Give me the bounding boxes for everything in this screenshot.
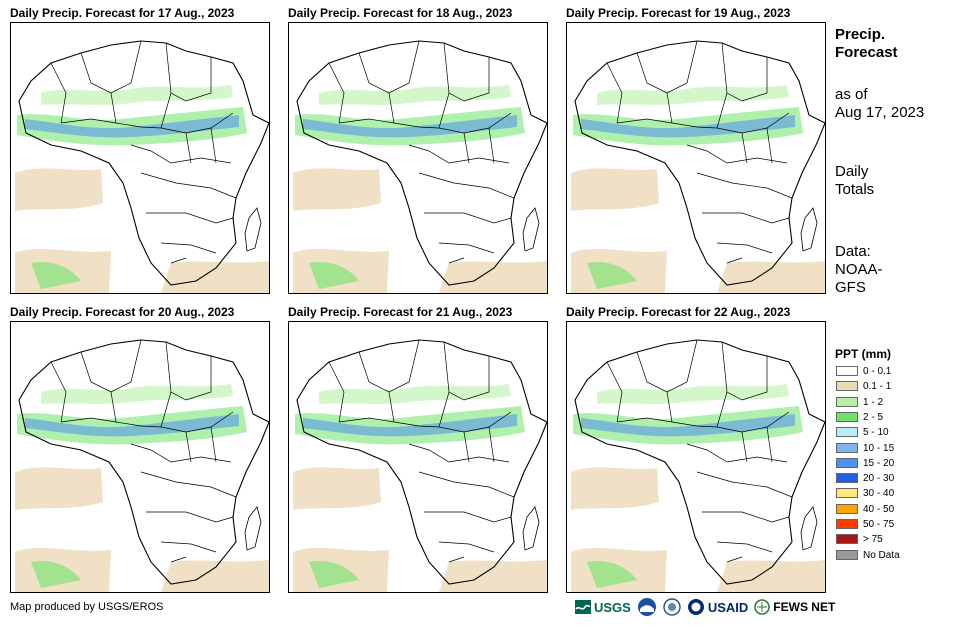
totals-line2: Totals: [835, 181, 875, 198]
legend-swatch: [836, 427, 858, 438]
as-of-date: as of Aug 17, 2023: [835, 86, 960, 122]
doi-seal-icon: [663, 598, 681, 616]
legend-item: No Data: [836, 549, 900, 561]
panel-title: Daily Precip. Forecast for 20 Aug., 2023: [10, 305, 235, 319]
precip-map: [566, 321, 826, 593]
legend-item: 30 - 40: [836, 488, 894, 499]
forecast-panel-2: Daily Precip. Forecast for 18 Aug., 2023: [288, 6, 548, 296]
precip-map: [566, 22, 826, 294]
legend-swatch: [836, 488, 858, 499]
usgs-text: USGS: [594, 599, 631, 615]
legend-item: 1 - 2: [836, 396, 884, 408]
fewsnet-logo: FEWS NET: [754, 599, 835, 615]
legend-item: 15 - 20: [836, 457, 895, 469]
data-line3: GFS: [835, 279, 866, 296]
legend-item: 40 - 50: [836, 503, 895, 515]
legend-label: No Data: [863, 549, 900, 561]
panel-title: Daily Precip. Forecast for 19 Aug., 2023: [566, 6, 791, 20]
legend-swatch: [836, 366, 858, 376]
as-of-label: as of: [835, 86, 868, 103]
forecast-panel-6: Daily Precip. Forecast for 22 Aug., 2023: [566, 305, 826, 595]
legend-label: 10 - 15: [863, 442, 895, 454]
legend-item: 2 - 5: [836, 411, 884, 423]
as-of-value: Aug 17, 2023: [835, 104, 925, 121]
legend-item: 0 - 0.1: [836, 366, 891, 377]
logos: USGS USAID FEWS NET: [575, 595, 835, 619]
noaa-icon: [637, 598, 656, 616]
legend-swatch: [836, 473, 858, 484]
forecast-panel-3: Daily Precip. Forecast for 19 Aug., 2023: [566, 6, 826, 296]
fewsnet-text: FEWS NET: [773, 600, 836, 614]
side-heading-line1: Precip.: [835, 26, 886, 43]
usgs-logo: USGS: [575, 600, 631, 615]
legend-label: 30 - 40: [863, 488, 895, 500]
forecast-panel-1: Daily Precip. Forecast for 17 Aug., 2023: [10, 6, 270, 296]
totals-note: Daily Totals: [835, 163, 960, 199]
legend-label: 5 - 10: [863, 427, 889, 439]
legend-swatch: [836, 457, 858, 468]
legend-label: 2 - 5: [863, 411, 884, 423]
doi-logo: [663, 598, 681, 616]
legend-item: 0.1 - 1: [836, 381, 891, 392]
legend-label: 0 - 0.1: [863, 366, 892, 377]
legend-item: 5 - 10: [836, 427, 889, 438]
forecast-panel-5: Daily Precip. Forecast for 21 Aug., 2023: [288, 305, 548, 595]
fewsnet-globe-icon: [754, 599, 771, 615]
side-heading-line2: Forecast: [835, 44, 898, 61]
legend-label: 50 - 75: [863, 519, 895, 530]
usaid-logo: USAID: [687, 598, 748, 616]
legend-item: > 75: [836, 534, 883, 545]
precip-map: [10, 22, 270, 294]
legend-item: 50 - 75: [836, 519, 894, 530]
legend-label: 15 - 20: [863, 457, 895, 469]
legend-label: 1 - 2: [863, 396, 884, 408]
legend-item: 20 - 30: [836, 473, 894, 484]
legend-swatch: [836, 503, 858, 514]
legend-title: PPT (mm): [835, 347, 892, 361]
credit: Map produced by USGS/EROS: [10, 601, 164, 613]
legend-swatch: [836, 411, 858, 422]
legend-swatch: [836, 396, 858, 407]
legend-swatch: [836, 534, 858, 545]
legend-swatch: [836, 519, 858, 529]
noaa-logo: [637, 597, 657, 617]
side-heading: Precip. Forecast: [835, 26, 960, 62]
precip-map: [288, 22, 548, 294]
totals-line1: Daily: [835, 163, 869, 180]
panel-title: Daily Precip. Forecast for 17 Aug., 2023: [10, 6, 235, 20]
panel-title: Daily Precip. Forecast for 18 Aug., 2023: [288, 6, 513, 20]
data-line2: NOAA-: [835, 261, 883, 278]
precip-map: [288, 321, 548, 593]
forecast-panel-4: Daily Precip. Forecast for 20 Aug., 2023: [10, 305, 270, 595]
legend-item: 10 - 15: [836, 442, 895, 454]
legend-label: > 75: [863, 534, 883, 546]
panel-title: Daily Precip. Forecast for 21 Aug., 2023: [288, 305, 513, 319]
precip-map: [10, 321, 270, 593]
legend-swatch: [836, 442, 858, 453]
legend-label: 20 - 30: [863, 473, 895, 485]
legend-label: 40 - 50: [863, 503, 895, 515]
legend-label: 0.1 - 1: [863, 381, 892, 393]
legend-swatch: [836, 381, 858, 392]
legend-swatch: [836, 549, 858, 560]
data-source: Data: NOAA- GFS: [835, 243, 960, 297]
panel-title: Daily Precip. Forecast for 22 Aug., 2023: [566, 305, 791, 319]
usgs-wave-icon: [575, 600, 591, 614]
usaid-seal-icon: [687, 599, 704, 615]
usaid-text: USAID: [707, 599, 749, 615]
data-line1: Data:: [835, 243, 871, 260]
